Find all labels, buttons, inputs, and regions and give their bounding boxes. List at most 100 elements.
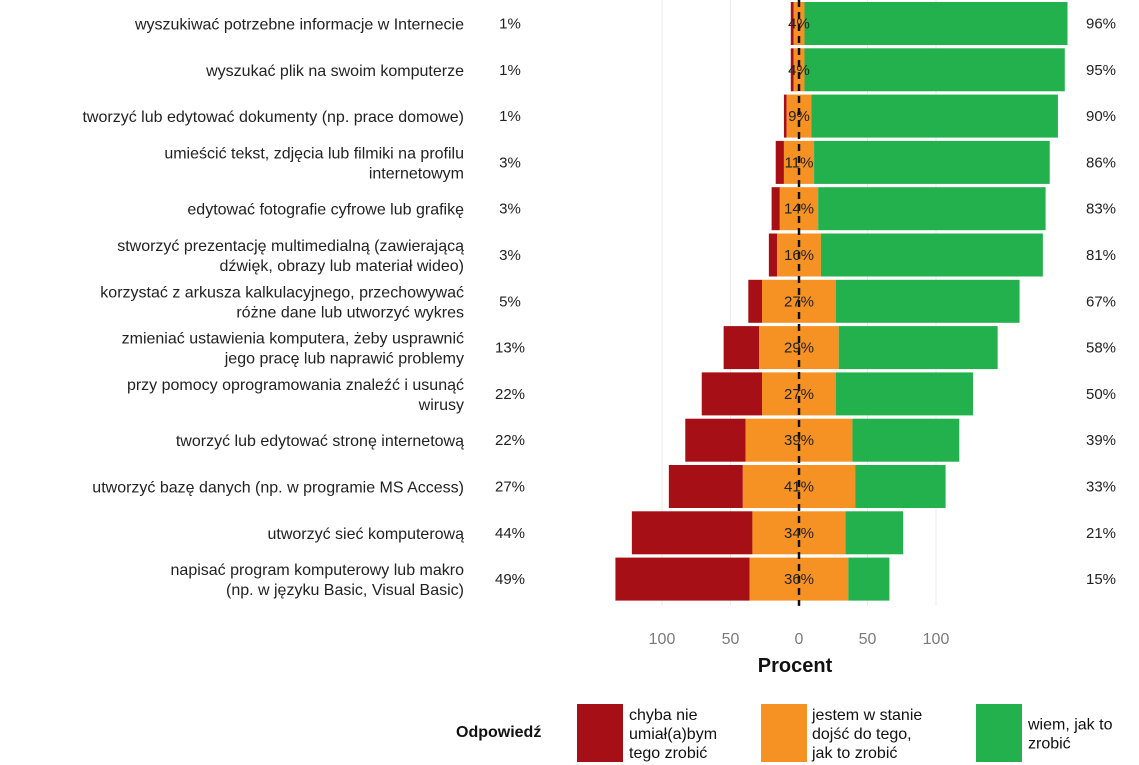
category-label: utworzyć sieć komputerową <box>267 526 464 543</box>
bar-segment-negative <box>685 418 746 462</box>
percent-label-positive: 50% <box>1086 386 1116 403</box>
x-axis-title: Procent <box>758 655 833 677</box>
legend-title: Odpowiedź <box>456 724 541 741</box>
percent-label-negative: 44% <box>495 525 525 542</box>
right-percent-labels: 96% 95% 90% 86% 83% 81% 67% 58% 50% 39% 33% 21% 15% <box>1086 16 1116 589</box>
percent-label-neutral: 9% <box>788 108 810 125</box>
percent-label-negative: 1% <box>499 16 521 33</box>
bar-segment-neutral <box>793 2 805 45</box>
percent-label-neutral: 34% <box>784 525 814 542</box>
bars <box>615 2 1068 601</box>
legend-label: jestem w stanie dojść do tego, jak to zrob… <box>811 707 922 762</box>
category-label: korzystać z arkusza kalkulacyjnego, prze… <box>100 284 464 321</box>
percent-label-negative: 5% <box>499 293 521 310</box>
legend-swatch <box>761 704 807 762</box>
category-label: utworzyć bazę danych (np. w programie MS… <box>92 480 464 497</box>
percent-label-positive: 95% <box>1086 62 1116 79</box>
category-label: umieścić tekst, zdjęcia lub filmiki na p… <box>164 145 464 182</box>
bar-segment-positive <box>852 418 960 462</box>
bar-segment-negative <box>768 233 778 277</box>
legend-label: chyba nie umiał(a)bym tego zrobić <box>629 707 717 762</box>
percent-label-positive: 33% <box>1086 479 1116 496</box>
x-tick-label: 50 <box>859 631 877 648</box>
percent-label-negative: 27% <box>495 479 525 496</box>
bar-segment-negative <box>631 511 753 555</box>
percent-label-positive: 67% <box>1086 293 1116 310</box>
percent-label-neutral: 14% <box>784 201 814 218</box>
bar-segment-neutral <box>793 48 805 92</box>
percent-label-neutral: 27% <box>784 386 814 403</box>
bar-segment-positive <box>811 94 1058 138</box>
bar-segment-positive <box>845 511 904 555</box>
bar-segment-positive <box>835 279 1020 323</box>
legend-swatch <box>577 704 623 762</box>
percent-label-negative: 3% <box>499 154 521 171</box>
bar-segment-positive <box>814 140 1050 184</box>
category-label: zmieniać ustawienia komputera, żeby uspr… <box>122 331 464 368</box>
percent-label-positive: 39% <box>1086 432 1116 449</box>
left-percent-labels: 1% 1% 1% 3% 3% 3% 5% 13% 22% 22% 27% 44% 49% <box>495 16 525 589</box>
percent-label-negative: 49% <box>495 571 525 588</box>
category-label: stworzyć prezentację multimedialną (zawi… <box>117 238 464 275</box>
bar-segment-positive <box>835 372 973 416</box>
legend: Odpowiedź chyba nie umiał(a)bym tego zrobi… <box>456 704 1113 762</box>
middle-percent-labels: 4% 4% 9% 11% 14% 16% 27% 29% 27% 39% 41% 34% 36% <box>784 16 814 589</box>
category-label: tworzyć lub edytować stronę internetową <box>176 433 464 450</box>
percent-label-positive: 96% <box>1086 16 1116 33</box>
bar-segment-negative <box>615 557 750 601</box>
bar-segment-positive <box>855 465 946 508</box>
bar-segment-negative <box>783 94 787 138</box>
percent-label-positive: 86% <box>1086 154 1116 171</box>
percent-label-positive: 83% <box>1086 201 1116 218</box>
bar-segment-negative <box>790 48 794 92</box>
percent-label-positive: 58% <box>1086 340 1116 357</box>
percent-label-negative: 22% <box>495 386 525 403</box>
percent-label-neutral: 16% <box>784 247 814 264</box>
percent-label-neutral: 39% <box>784 432 814 449</box>
bar-segment-negative <box>748 279 763 323</box>
percent-label-neutral: 29% <box>784 340 814 357</box>
percent-label-positive: 81% <box>1086 247 1116 264</box>
category-label: wyszukiwać potrzebne informacje w Intern… <box>134 17 464 34</box>
category-label: wyszukać plik na swoim komputerze <box>205 63 464 80</box>
percent-label-neutral: 11% <box>785 154 814 171</box>
percent-label-negative: 3% <box>499 247 521 264</box>
bar-segment-positive <box>848 557 890 601</box>
category-labels: wyszukiwać potrzebne informacje w Intern… <box>82 17 464 600</box>
bar-segment-negative <box>701 372 763 416</box>
percent-label-positive: 90% <box>1086 108 1116 125</box>
bar-segment-positive <box>804 2 1068 45</box>
x-tick-label: 100 <box>649 631 676 648</box>
percent-label-negative: 3% <box>499 201 521 218</box>
percent-label-negative: 1% <box>499 108 521 125</box>
bar-segment-negative <box>771 187 780 231</box>
category-label: napisać program komputerowy lub makro (np… <box>171 562 465 599</box>
percent-label-positive: 15% <box>1086 571 1116 588</box>
percent-label-negative: 1% <box>499 62 521 79</box>
percent-label-positive: 21% <box>1086 525 1116 542</box>
percent-label-neutral: 4% <box>788 62 810 79</box>
percent-label-neutral: 41% <box>784 479 814 496</box>
percent-label-negative: 13% <box>495 340 525 357</box>
bar-segment-positive <box>838 326 998 370</box>
x-tick-label: 50 <box>722 631 740 648</box>
percent-label-neutral: 27% <box>784 293 814 310</box>
percent-label-neutral: 4% <box>788 16 810 33</box>
percent-label-negative: 22% <box>495 432 525 449</box>
x-tick-label: 100 <box>923 631 950 648</box>
x-tick-label: 0 <box>795 631 804 648</box>
x-axis-ticks: 100 50 0 50 100 <box>649 631 950 648</box>
legend-swatch <box>976 704 1022 762</box>
category-label: tworzyć lub edytować dokumenty (np. prac… <box>82 109 464 126</box>
category-label: przy pomocy oprogramowania znaleźć i usu… <box>127 377 464 414</box>
bar-segment-positive <box>804 48 1065 92</box>
percent-label-neutral: 36% <box>784 571 814 588</box>
category-label: edytować fotografie cyfrowe lub grafikę <box>187 202 464 219</box>
bar-segment-positive <box>818 187 1046 231</box>
bar-segment-negative <box>790 2 794 45</box>
bar-segment-negative <box>723 326 760 370</box>
bar-segment-positive <box>820 233 1043 277</box>
bar-segment-negative <box>775 140 784 184</box>
bar-segment-negative <box>668 465 743 508</box>
